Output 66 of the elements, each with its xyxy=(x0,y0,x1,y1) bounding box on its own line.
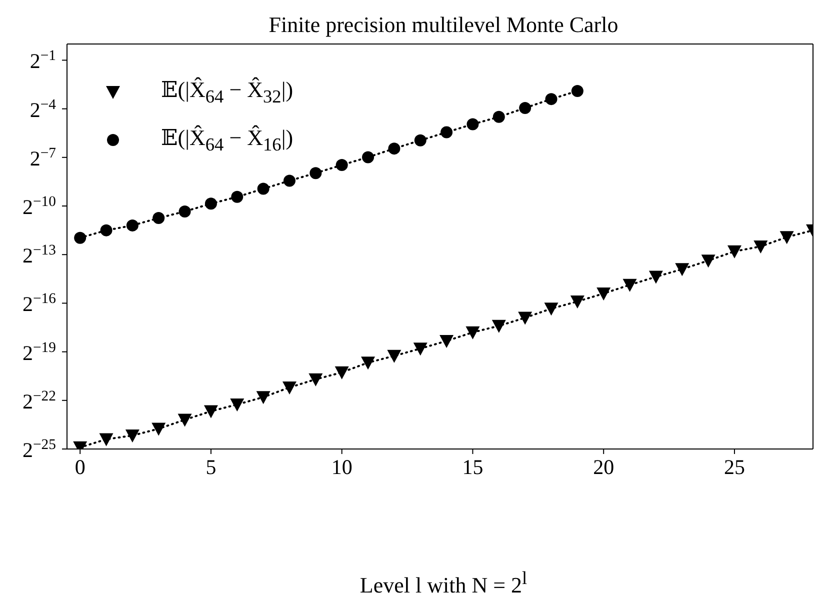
point xyxy=(622,278,637,292)
x-axis-title: Level l with N = 2$^{l}$ xyxy=(358,568,528,598)
y-tick-label: 2$^{−1}$ xyxy=(30,48,56,74)
x-tick-label: 10 xyxy=(331,455,352,479)
point xyxy=(204,405,218,418)
point xyxy=(413,342,428,356)
point xyxy=(230,398,244,412)
point xyxy=(545,93,558,106)
y-tick-label: 2$^{−19}$ xyxy=(22,340,56,365)
x-tick-label: 20 xyxy=(593,455,614,479)
point xyxy=(125,430,140,443)
point xyxy=(388,142,400,155)
y-tick-label: 2$^{−16}$ xyxy=(22,291,56,316)
point xyxy=(492,110,505,123)
point xyxy=(231,190,244,203)
point xyxy=(466,118,479,130)
point xyxy=(178,414,192,427)
point xyxy=(648,270,663,284)
point xyxy=(570,296,584,309)
y-tick-label: 2$^{−4}$ xyxy=(30,96,57,122)
point xyxy=(152,212,165,224)
point xyxy=(308,373,323,386)
point xyxy=(126,219,138,232)
point xyxy=(178,205,191,218)
point xyxy=(74,232,86,244)
x-tick-label: 0 xyxy=(74,455,86,479)
point xyxy=(256,391,270,404)
point xyxy=(675,263,690,276)
y-tick-label: 2$^{−22}$ xyxy=(22,388,56,414)
legend-label: 𝔼(|X̂$_{64}$ − X̂$_{16}$|) xyxy=(161,124,294,156)
point xyxy=(100,224,112,236)
point xyxy=(518,312,532,325)
y-tick-label: 2$^{−13}$ xyxy=(22,242,56,268)
point xyxy=(283,174,296,187)
x-tick-label: 5 xyxy=(206,455,216,479)
y-tick-label: 2$^{−25}$ xyxy=(22,437,56,462)
point xyxy=(780,231,794,244)
y-tick-label: 2$^{−7}$ xyxy=(30,145,56,170)
point xyxy=(727,245,742,258)
point xyxy=(361,356,376,370)
point xyxy=(362,151,374,164)
point xyxy=(544,302,558,316)
point xyxy=(440,126,453,138)
point xyxy=(334,366,349,380)
point xyxy=(466,326,480,340)
point xyxy=(440,334,454,348)
point xyxy=(571,84,584,97)
point xyxy=(596,288,611,301)
chart-title: Finite precision multilevel Monte Carlo xyxy=(268,12,620,38)
y-tick-label: 2$^{−10}$ xyxy=(22,194,56,219)
x-tick-label: 25 xyxy=(724,455,745,479)
point xyxy=(204,198,217,210)
point xyxy=(99,433,114,446)
point xyxy=(414,134,426,146)
x-tick-label: 15 xyxy=(462,455,484,479)
point xyxy=(387,350,402,363)
point xyxy=(152,422,166,436)
point xyxy=(310,167,322,180)
point xyxy=(336,159,348,172)
point xyxy=(492,320,506,333)
point xyxy=(282,381,296,394)
point xyxy=(257,182,270,195)
legend-label: 𝔼(|X̂$_{64}$ − X̂$_{32}$|) xyxy=(161,76,294,108)
point xyxy=(519,102,532,114)
point xyxy=(701,254,716,268)
point xyxy=(754,240,768,254)
